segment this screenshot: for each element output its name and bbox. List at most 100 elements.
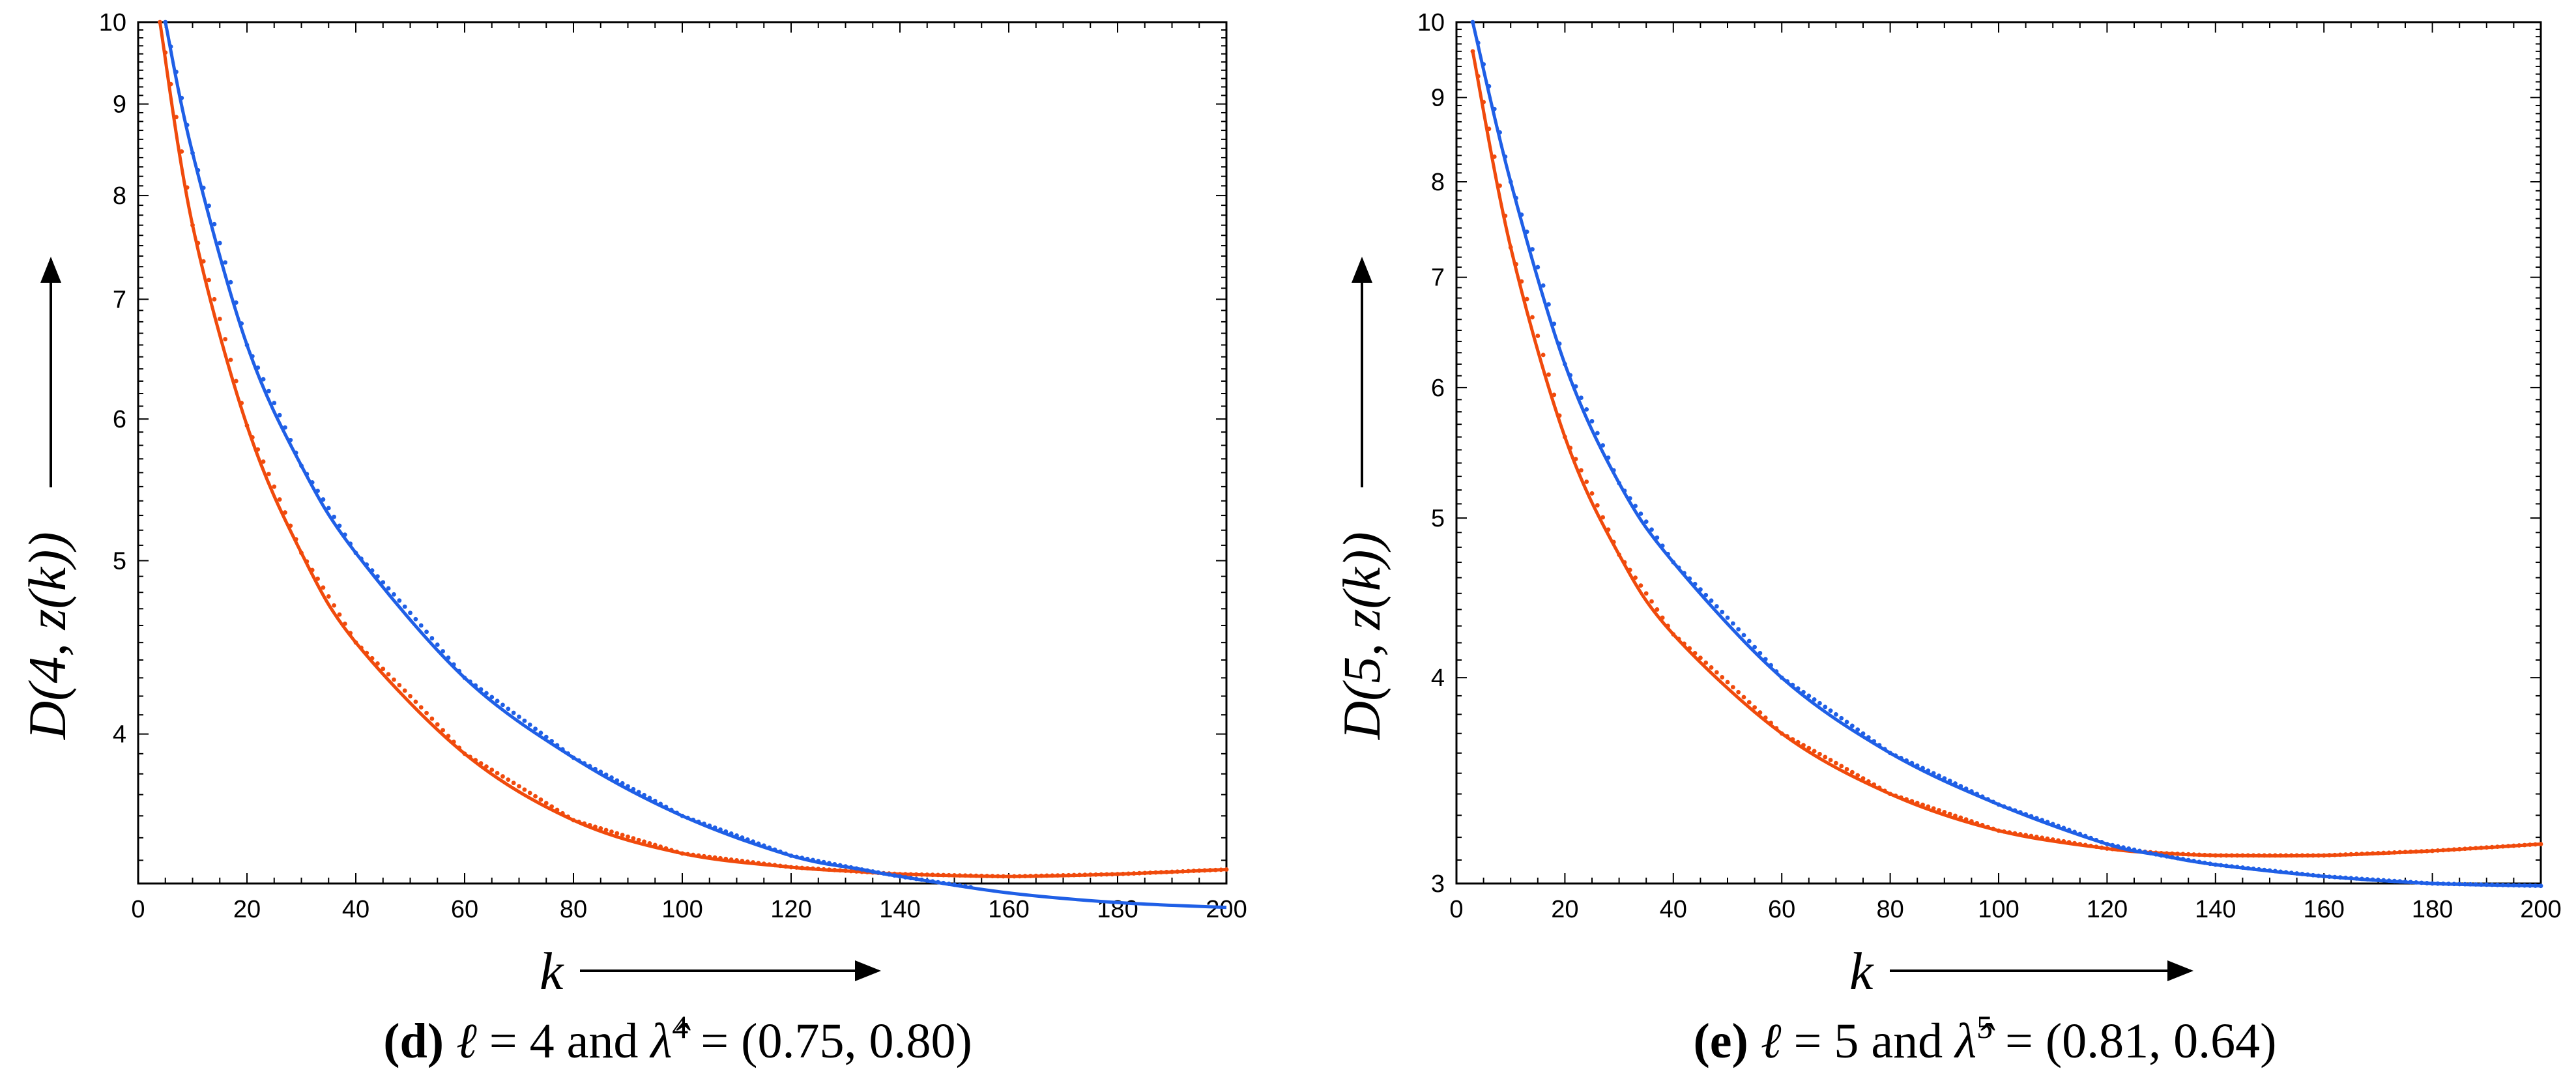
series-marker-orange xyxy=(777,863,783,869)
series-marker-blue xyxy=(772,847,777,852)
series-marker-orange xyxy=(1682,641,1686,646)
series-marker-orange xyxy=(2457,846,2462,852)
series-marker-orange xyxy=(2240,853,2245,858)
series-marker-orange xyxy=(1660,615,1665,620)
series-marker-blue xyxy=(876,870,880,875)
series-marker-orange xyxy=(925,872,930,877)
series-marker-blue xyxy=(2256,867,2261,872)
series-marker-blue xyxy=(631,786,636,792)
series-marker-blue xyxy=(304,472,310,476)
series-marker-orange xyxy=(2099,845,2104,850)
series-marker-orange xyxy=(2083,842,2088,848)
series-marker-blue xyxy=(386,586,391,591)
series-marker-orange xyxy=(2061,839,2066,844)
series-marker-blue xyxy=(250,354,255,359)
series-marker-orange xyxy=(968,873,973,878)
series-marker-orange xyxy=(2089,843,2093,848)
series-marker-orange xyxy=(2365,851,2370,856)
series-marker-orange xyxy=(1980,822,1985,827)
x-tick-label: 120 xyxy=(770,896,811,923)
series-marker-blue xyxy=(2137,848,2142,854)
series-marker-orange xyxy=(1055,873,1060,878)
series-marker-blue xyxy=(2452,882,2457,887)
series-marker-blue xyxy=(1703,592,1709,597)
series-marker-orange xyxy=(1736,689,1741,695)
series-marker-blue xyxy=(184,122,190,128)
series-marker-blue xyxy=(723,829,729,834)
x-axis-ticks: 0 20 40 60 80 100 120 140 160 180 200 xyxy=(131,22,1247,923)
series-marker-orange xyxy=(1817,751,1822,756)
series-marker-orange xyxy=(2202,852,2207,857)
series-marker-orange xyxy=(2392,850,2397,855)
x-axis-label: k xyxy=(1849,941,1874,1001)
series-marker-orange xyxy=(1953,813,1958,818)
series-marker-orange xyxy=(179,149,184,154)
series-marker-orange xyxy=(2397,850,2403,855)
series-marker-blue xyxy=(2267,868,2272,873)
series-marker-blue xyxy=(402,604,407,609)
series-marker-orange xyxy=(685,852,690,857)
series-marker-blue xyxy=(288,437,293,442)
series-marker-orange xyxy=(1541,352,1546,358)
series-marker-orange xyxy=(2294,853,2300,858)
series-marker-blue xyxy=(957,883,962,888)
series-marker-blue xyxy=(500,702,505,708)
series-marker-orange xyxy=(1687,646,1692,651)
series-marker-blue xyxy=(702,821,706,826)
series-marker-blue xyxy=(1573,384,1578,389)
x-tick-label: 100 xyxy=(1978,896,2019,923)
series-marker-orange xyxy=(2110,846,2115,852)
series-marker-orange xyxy=(1649,599,1654,604)
y-tick-label: 9 xyxy=(113,91,126,119)
series-marker-blue xyxy=(783,851,789,856)
series-marker-orange xyxy=(2463,846,2467,852)
series-marker-blue xyxy=(2007,806,2012,811)
series-marker-orange xyxy=(484,764,489,769)
series-marker-orange xyxy=(1947,811,1952,816)
series-marker-orange xyxy=(500,774,505,779)
y-tick-label: 6 xyxy=(1431,375,1445,402)
series-marker-orange xyxy=(680,851,685,856)
series-marker-orange xyxy=(2272,853,2278,858)
series-marker-orange xyxy=(2360,852,2364,856)
series-marker-orange xyxy=(1692,650,1698,655)
series-marker-blue xyxy=(283,425,287,430)
series-marker-blue xyxy=(1541,283,1546,288)
series-marker-blue xyxy=(1643,519,1649,524)
series-marker-blue xyxy=(2089,835,2093,840)
series-marker-orange xyxy=(1066,872,1071,878)
series-marker-orange xyxy=(1676,637,1681,642)
series-marker-orange xyxy=(919,872,924,877)
series-marker-blue xyxy=(369,568,375,573)
series-marker-orange xyxy=(2180,852,2186,857)
series-marker-orange xyxy=(2256,853,2261,858)
series-marker-blue xyxy=(2294,871,2300,876)
series-marker-orange xyxy=(538,797,543,802)
series-marker-blue xyxy=(1633,504,1638,508)
series-marker-orange xyxy=(1741,695,1746,700)
series-marker-orange xyxy=(2251,853,2256,858)
series-marker-orange xyxy=(1514,262,1518,266)
series-marker-blue xyxy=(2202,860,2207,865)
series-marker-blue xyxy=(2175,855,2180,861)
series-marker-orange xyxy=(2479,845,2483,850)
series-marker-blue xyxy=(533,726,538,731)
y-tick-label: 8 xyxy=(113,182,126,210)
series-marker-blue xyxy=(190,151,195,156)
series-marker-blue xyxy=(195,167,201,173)
series-marker-orange xyxy=(1785,734,1789,739)
series-marker-blue xyxy=(495,698,500,704)
series-marker-orange xyxy=(408,694,412,698)
series-marker-orange xyxy=(441,728,445,733)
series-marker-blue xyxy=(1758,650,1763,655)
series-marker-orange xyxy=(190,223,195,228)
series-marker-blue xyxy=(908,876,914,881)
series-marker-orange xyxy=(207,278,211,283)
series-marker-blue xyxy=(2408,880,2413,885)
series-marker-orange xyxy=(609,829,614,834)
series-marker-blue xyxy=(2392,878,2397,883)
series-line-orange xyxy=(1471,51,2541,858)
series-marker-orange xyxy=(261,459,266,464)
series-marker-orange xyxy=(2066,840,2072,845)
